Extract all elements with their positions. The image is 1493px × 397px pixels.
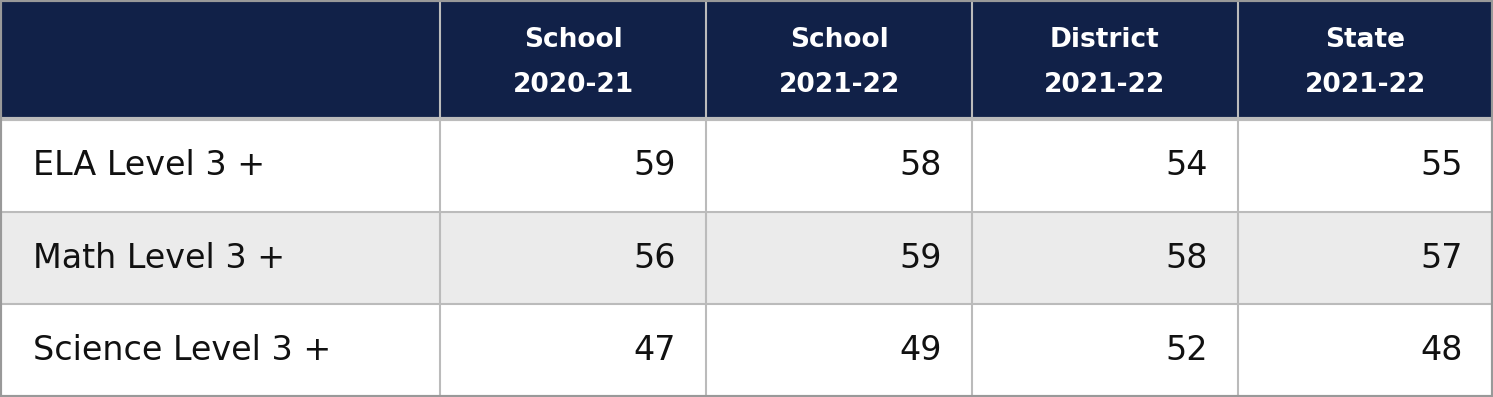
Bar xyxy=(706,0,972,119)
Bar xyxy=(1238,212,1493,304)
Bar xyxy=(1238,0,1493,119)
Bar xyxy=(706,304,972,397)
Bar xyxy=(0,0,440,119)
Text: 2021-22: 2021-22 xyxy=(1305,72,1426,98)
Text: 49: 49 xyxy=(900,334,942,367)
Text: 52: 52 xyxy=(1165,334,1208,367)
Bar xyxy=(0,304,440,397)
Text: 54: 54 xyxy=(1166,149,1208,182)
Bar xyxy=(706,119,972,212)
Text: 58: 58 xyxy=(900,149,942,182)
Bar xyxy=(440,304,706,397)
Bar xyxy=(1238,119,1493,212)
Bar xyxy=(440,212,706,304)
Text: 55: 55 xyxy=(1421,149,1463,182)
Text: 2021-22: 2021-22 xyxy=(1044,72,1166,98)
Text: ELA Level 3 +: ELA Level 3 + xyxy=(33,149,264,182)
Text: 59: 59 xyxy=(635,149,676,182)
Bar xyxy=(972,0,1238,119)
Bar xyxy=(972,212,1238,304)
Text: 59: 59 xyxy=(900,241,942,275)
Bar xyxy=(972,119,1238,212)
Text: District: District xyxy=(1050,27,1160,53)
Bar xyxy=(706,212,972,304)
Bar xyxy=(440,0,706,119)
Bar xyxy=(0,212,440,304)
Text: 57: 57 xyxy=(1421,241,1463,275)
Text: 2021-22: 2021-22 xyxy=(778,72,900,98)
Text: 47: 47 xyxy=(635,334,676,367)
Bar xyxy=(440,119,706,212)
Text: State: State xyxy=(1326,27,1405,53)
Bar xyxy=(0,119,440,212)
Text: Math Level 3 +: Math Level 3 + xyxy=(33,241,285,275)
Bar xyxy=(1238,304,1493,397)
Text: 58: 58 xyxy=(1166,241,1208,275)
Text: 56: 56 xyxy=(635,241,676,275)
Bar xyxy=(972,304,1238,397)
Text: School: School xyxy=(790,27,888,53)
Text: School: School xyxy=(524,27,623,53)
Text: 48: 48 xyxy=(1421,334,1463,367)
Text: Science Level 3 +: Science Level 3 + xyxy=(33,334,331,367)
Text: 2020-21: 2020-21 xyxy=(512,72,635,98)
